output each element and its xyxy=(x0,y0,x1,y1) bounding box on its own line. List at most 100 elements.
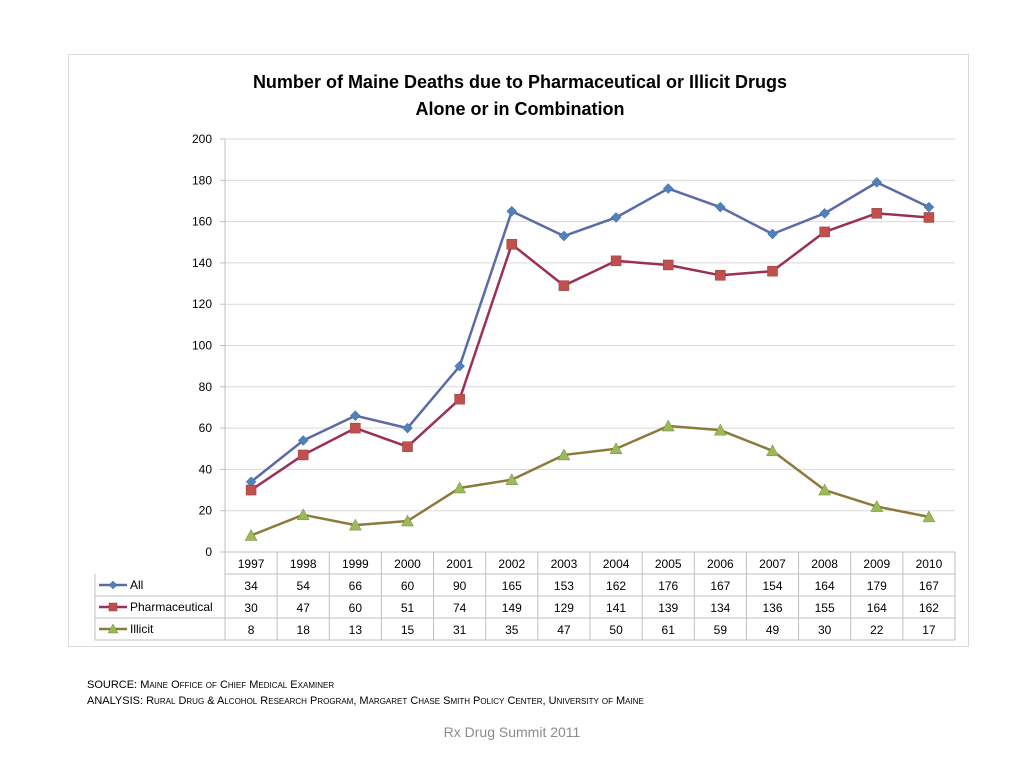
data-point-illicit xyxy=(348,518,362,531)
data-point-all xyxy=(610,212,622,223)
data-label: 18 xyxy=(297,623,311,637)
data-point-illicit xyxy=(505,473,519,485)
x-tick-label: 1997 xyxy=(238,557,265,571)
data-point-all xyxy=(506,205,518,217)
data-label: 51 xyxy=(401,601,415,615)
analysis-label: ANALYSIS: xyxy=(87,695,147,707)
data-point-all xyxy=(297,435,309,446)
data-point-all xyxy=(767,228,778,240)
x-tick-label: 2006 xyxy=(707,557,734,571)
x-tick-label: 2000 xyxy=(394,557,421,571)
legend-label-illicit: Illicit xyxy=(130,622,154,636)
x-tick-label: 2009 xyxy=(863,557,890,571)
x-tick-label: 2002 xyxy=(498,557,525,571)
x-tick-label: 2010 xyxy=(916,557,943,571)
data-label: 59 xyxy=(714,623,728,637)
x-tick-label: 2004 xyxy=(603,557,630,571)
data-point-all xyxy=(819,207,830,219)
data-label: 167 xyxy=(919,579,939,593)
y-tick-label: 40 xyxy=(199,462,213,476)
data-label: 141 xyxy=(606,601,626,615)
y-tick-label: 100 xyxy=(192,339,212,353)
y-tick-label: 140 xyxy=(192,256,212,270)
source-text: Maine Office of Chief Medical Examiner xyxy=(140,679,335,691)
data-point-pharmaceutical xyxy=(558,280,570,291)
data-point-pharmaceutical xyxy=(350,422,361,434)
data-point-all xyxy=(871,177,883,188)
legend-marker-all xyxy=(108,580,118,590)
source-note: SOURCE: Maine Office of Chief Medical Ex… xyxy=(87,677,644,709)
chart-title: Number of Maine Deaths due to Pharmaceut… xyxy=(253,72,787,92)
data-point-all xyxy=(454,360,465,372)
x-tick-label: 2005 xyxy=(655,557,682,571)
data-label: 134 xyxy=(710,601,730,615)
x-tick-label: 2007 xyxy=(759,557,786,571)
data-label: 17 xyxy=(922,623,936,637)
data-point-pharmaceutical xyxy=(245,484,257,496)
analysis-text: Rural Drug & Alcohol Research Program, M… xyxy=(146,695,644,707)
data-point-all xyxy=(662,183,674,194)
x-tick-label: 1998 xyxy=(290,557,317,571)
data-point-pharmaceutical xyxy=(402,441,413,452)
legend-label-all: All xyxy=(130,578,143,592)
series-line-pharmaceutical xyxy=(250,212,930,492)
data-label: 15 xyxy=(401,623,415,637)
data-point-pharmaceutical xyxy=(506,239,518,250)
data-point-all xyxy=(715,201,726,213)
data-point-pharmaceutical xyxy=(819,226,830,238)
data-point-illicit xyxy=(557,448,571,461)
data-point-illicit xyxy=(401,514,414,527)
x-tick-label: 2001 xyxy=(446,557,473,571)
data-point-illicit xyxy=(244,528,258,541)
data-point-illicit xyxy=(922,510,936,523)
data-label: 74 xyxy=(453,601,467,615)
data-label: 90 xyxy=(453,579,467,593)
data-point-pharmaceutical xyxy=(454,393,465,405)
data-label: 129 xyxy=(554,601,574,615)
data-label: 34 xyxy=(244,579,258,593)
source-label: SOURCE: xyxy=(87,679,141,691)
data-label: 154 xyxy=(762,579,782,593)
data-label: 149 xyxy=(502,601,522,615)
series-line-all xyxy=(250,181,930,483)
data-point-illicit xyxy=(609,442,623,454)
y-tick-label: 60 xyxy=(199,421,213,435)
data-label: 49 xyxy=(766,623,780,637)
data-label: 164 xyxy=(815,579,835,593)
data-point-pharmaceutical xyxy=(662,259,674,271)
y-tick-label: 20 xyxy=(199,504,213,518)
legend-marker-illicit xyxy=(107,623,119,634)
data-point-pharmaceutical xyxy=(610,255,622,267)
data-point-all xyxy=(558,230,570,242)
y-tick-label: 120 xyxy=(192,297,212,311)
x-tick-label: 2003 xyxy=(551,557,578,571)
data-label: 13 xyxy=(349,623,363,637)
x-tick-label: 1999 xyxy=(342,557,369,571)
data-point-illicit xyxy=(818,483,832,496)
x-tick-label: 2008 xyxy=(811,557,838,571)
data-label: 153 xyxy=(554,579,574,593)
data-label: 136 xyxy=(762,601,782,615)
data-point-illicit xyxy=(766,444,779,457)
data-label: 162 xyxy=(919,601,939,615)
data-label: 165 xyxy=(502,579,522,593)
data-label: 164 xyxy=(867,601,887,615)
data-label: 31 xyxy=(453,623,467,637)
y-tick-label: 0 xyxy=(205,545,212,559)
data-label: 60 xyxy=(401,579,415,593)
data-point-illicit xyxy=(296,508,310,521)
line-chart: Number of Maine Deaths due to Pharmaceut… xyxy=(94,72,956,641)
data-point-pharmaceutical xyxy=(871,208,883,219)
data-label: 35 xyxy=(505,623,519,637)
y-tick-label: 80 xyxy=(199,380,213,394)
data-label: 47 xyxy=(557,623,571,637)
footer-text: Rx Drug Summit 2011 xyxy=(443,724,581,740)
y-tick-label: 200 xyxy=(192,132,212,146)
data-label: 60 xyxy=(349,601,363,615)
data-point-pharmaceutical xyxy=(923,212,935,223)
legend-marker-pharmaceutical xyxy=(108,602,118,612)
data-label: 162 xyxy=(606,579,626,593)
data-point-pharmaceutical xyxy=(715,270,726,281)
data-label: 179 xyxy=(867,579,887,593)
data-point-pharmaceutical xyxy=(767,265,778,277)
